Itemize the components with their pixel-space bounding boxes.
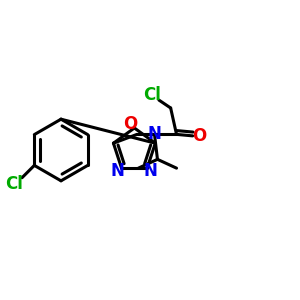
Text: O: O — [192, 127, 206, 145]
Text: Cl: Cl — [5, 176, 23, 194]
Text: O: O — [123, 115, 137, 133]
Text: Cl: Cl — [142, 86, 160, 104]
Text: N: N — [144, 162, 158, 180]
Text: N: N — [111, 162, 125, 180]
Text: N: N — [148, 125, 161, 143]
